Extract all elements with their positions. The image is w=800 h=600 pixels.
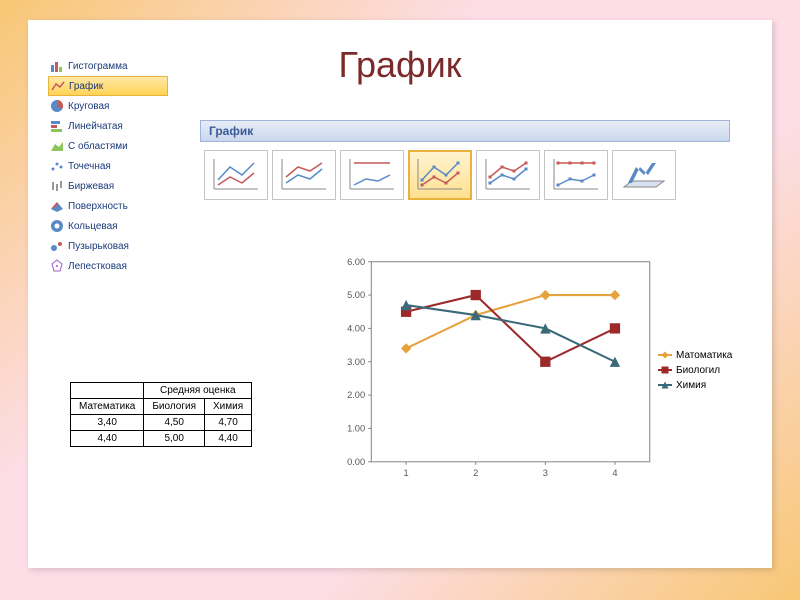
stock-icon: [50, 179, 64, 193]
line-icon: [210, 155, 262, 195]
table-col-header: Химия: [205, 399, 252, 415]
table-row: 3,404,504,70: [71, 415, 252, 431]
chart-subtype-stacked-line-markers[interactable]: [476, 150, 540, 200]
sidebar-item-bar[interactable]: Гистограмма: [48, 56, 168, 76]
donut-icon: [50, 219, 64, 233]
svg-text:2.00: 2.00: [347, 390, 365, 400]
table-header-span: Средняя оценка: [144, 383, 252, 399]
chart-type-sidebar: Гистограмма График Круговая Линейчатая С обл…: [48, 56, 168, 276]
hbar-icon: [50, 119, 64, 133]
surface-icon: [50, 199, 64, 213]
chart-plot: 0.00 1.00 2.00 3.00 4.00 5.00 6.00 1 2 3 4: [328, 250, 658, 490]
legend-label: Матоматика: [676, 350, 732, 361]
svg-text:3.00: 3.00: [347, 357, 365, 367]
sidebar-item-surface[interactable]: Поверхность: [48, 196, 168, 216]
sidebar-item-area[interactable]: С областями: [48, 136, 168, 156]
legend-item: Биологил: [658, 365, 748, 376]
sidebar-item-label: С областями: [68, 141, 128, 152]
table-row: 4,405,004,40: [71, 431, 252, 447]
sidebar-item-hbar[interactable]: Линейчатая: [48, 116, 168, 136]
legend-marker-icon: [658, 380, 672, 390]
ribbon-group-title: График: [200, 120, 730, 142]
sidebar-item-label: График: [69, 81, 103, 92]
chart: 0.00 1.00 2.00 3.00 4.00 5.00 6.00 1 2 3 4 Матомат…: [328, 250, 748, 490]
svg-text:6.00: 6.00: [347, 257, 365, 267]
100-line-markers-icon: [550, 155, 602, 195]
legend-marker-icon: [658, 365, 672, 375]
svg-text:2: 2: [473, 468, 478, 478]
chart-subtype-100-line-markers[interactable]: [544, 150, 608, 200]
3d-line-icon: [618, 155, 670, 195]
area-icon: [50, 139, 64, 153]
svg-text:3: 3: [543, 468, 548, 478]
svg-text:4.00: 4.00: [347, 324, 365, 334]
stacked-line-icon: [278, 155, 330, 195]
chart-subtype-stacked-line[interactable]: [272, 150, 336, 200]
slide: График Гистограмма График Круговая Линейчат…: [28, 20, 772, 568]
sidebar-item-label: Кольцевая: [68, 221, 118, 232]
sidebar-item-label: Лепестковая: [68, 261, 127, 272]
svg-text:1.00: 1.00: [347, 424, 365, 434]
table-cell: 4,40: [71, 431, 144, 447]
legend-label: Биологил: [676, 365, 720, 376]
pie-icon: [50, 99, 64, 113]
sidebar-item-stock[interactable]: Биржевая: [48, 176, 168, 196]
table-col-header: Математика: [71, 399, 144, 415]
chart-subtype-100-line[interactable]: [340, 150, 404, 200]
sidebar-item-donut[interactable]: Кольцевая: [48, 216, 168, 236]
table-cell: 3,40: [71, 415, 144, 431]
scatter-icon: [50, 159, 64, 173]
chart-subtype-line[interactable]: [204, 150, 268, 200]
legend-item: Химия: [658, 380, 748, 391]
sidebar-item-label: Точечная: [68, 161, 111, 172]
legend-marker-icon: [658, 350, 672, 360]
svg-text:1: 1: [404, 468, 409, 478]
sidebar-item-label: Гистограмма: [68, 61, 128, 72]
table-cell: 5,00: [144, 431, 205, 447]
svg-text:5.00: 5.00: [347, 290, 365, 300]
chart-subtype-line-markers[interactable]: [408, 150, 472, 200]
svg-text:4: 4: [612, 468, 617, 478]
data-table: Средняя оценкаМатематикаБиологияХимия3,4…: [70, 382, 252, 447]
ribbon-group: График: [200, 120, 730, 208]
sidebar-item-pie[interactable]: Круговая: [48, 96, 168, 116]
table-cell: 4,40: [205, 431, 252, 447]
table-col-header: Биология: [144, 399, 205, 415]
table-cell: 4,70: [205, 415, 252, 431]
radar-icon: [50, 259, 64, 273]
legend-label: Химия: [676, 380, 706, 391]
sidebar-item-label: Круговая: [68, 101, 109, 112]
stacked-line-markers-icon: [482, 155, 534, 195]
sidebar-item-radar[interactable]: Лепестковая: [48, 256, 168, 276]
sidebar-item-label: Линейчатая: [68, 121, 123, 132]
sidebar-item-label: Биржевая: [68, 181, 114, 192]
bubble-icon: [50, 239, 64, 253]
line-markers-icon: [414, 155, 466, 195]
chart-subtype-3d-line[interactable]: [612, 150, 676, 200]
svg-text:0.00: 0.00: [347, 457, 365, 467]
sidebar-item-label: Пузырьковая: [68, 241, 129, 252]
sidebar-item-scatter[interactable]: Точечная: [48, 156, 168, 176]
100-line-icon: [346, 155, 398, 195]
line-icon: [51, 79, 65, 93]
table-cell: 4,50: [144, 415, 205, 431]
chart-legend: Матоматика Биологил Химия: [658, 250, 748, 490]
ribbon-thumbs: [200, 142, 730, 208]
sidebar-item-bubble[interactable]: Пузырьковая: [48, 236, 168, 256]
sidebar-item-line[interactable]: График: [48, 76, 168, 96]
sidebar-item-label: Поверхность: [68, 201, 128, 212]
legend-item: Матоматика: [658, 350, 748, 361]
bar-icon: [50, 59, 64, 73]
